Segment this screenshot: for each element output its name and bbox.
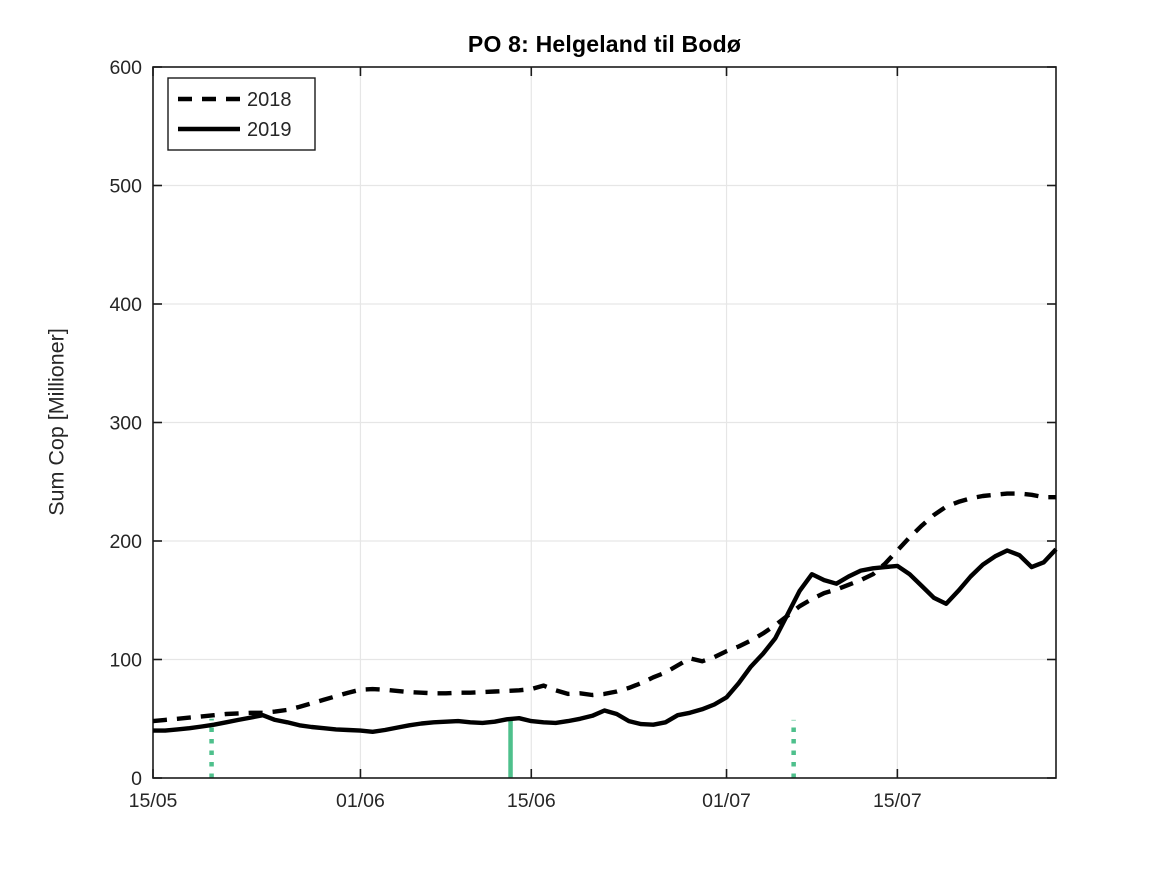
x-tick-label: 15/05 bbox=[129, 790, 178, 812]
legend-label-2018: 2018 bbox=[247, 89, 292, 111]
x-tick-label: 01/06 bbox=[336, 790, 385, 812]
y-tick-label: 300 bbox=[109, 413, 142, 435]
y-tick-label: 500 bbox=[109, 176, 142, 198]
series-2018-line bbox=[152, 491, 1056, 724]
y-axis-label: Sum Cop [Millioner] bbox=[44, 328, 69, 516]
y-tick-label: 100 bbox=[109, 650, 142, 672]
y-tick-label: 400 bbox=[109, 294, 142, 316]
chart-title: PO 8: Helgeland til Bodø bbox=[467, 31, 742, 57]
y-tick-label: 0 bbox=[131, 768, 142, 790]
y-tick-label: 600 bbox=[109, 57, 142, 79]
legend-label-2019: 2019 bbox=[247, 119, 292, 141]
x-tick-label: 01/07 bbox=[702, 790, 751, 812]
legend-box bbox=[167, 77, 316, 151]
x-tick-label: 15/07 bbox=[873, 790, 922, 812]
x-tick-label: 15/06 bbox=[507, 790, 556, 812]
y-tick-label: 200 bbox=[109, 531, 142, 553]
series-2019-line bbox=[153, 547, 1058, 734]
